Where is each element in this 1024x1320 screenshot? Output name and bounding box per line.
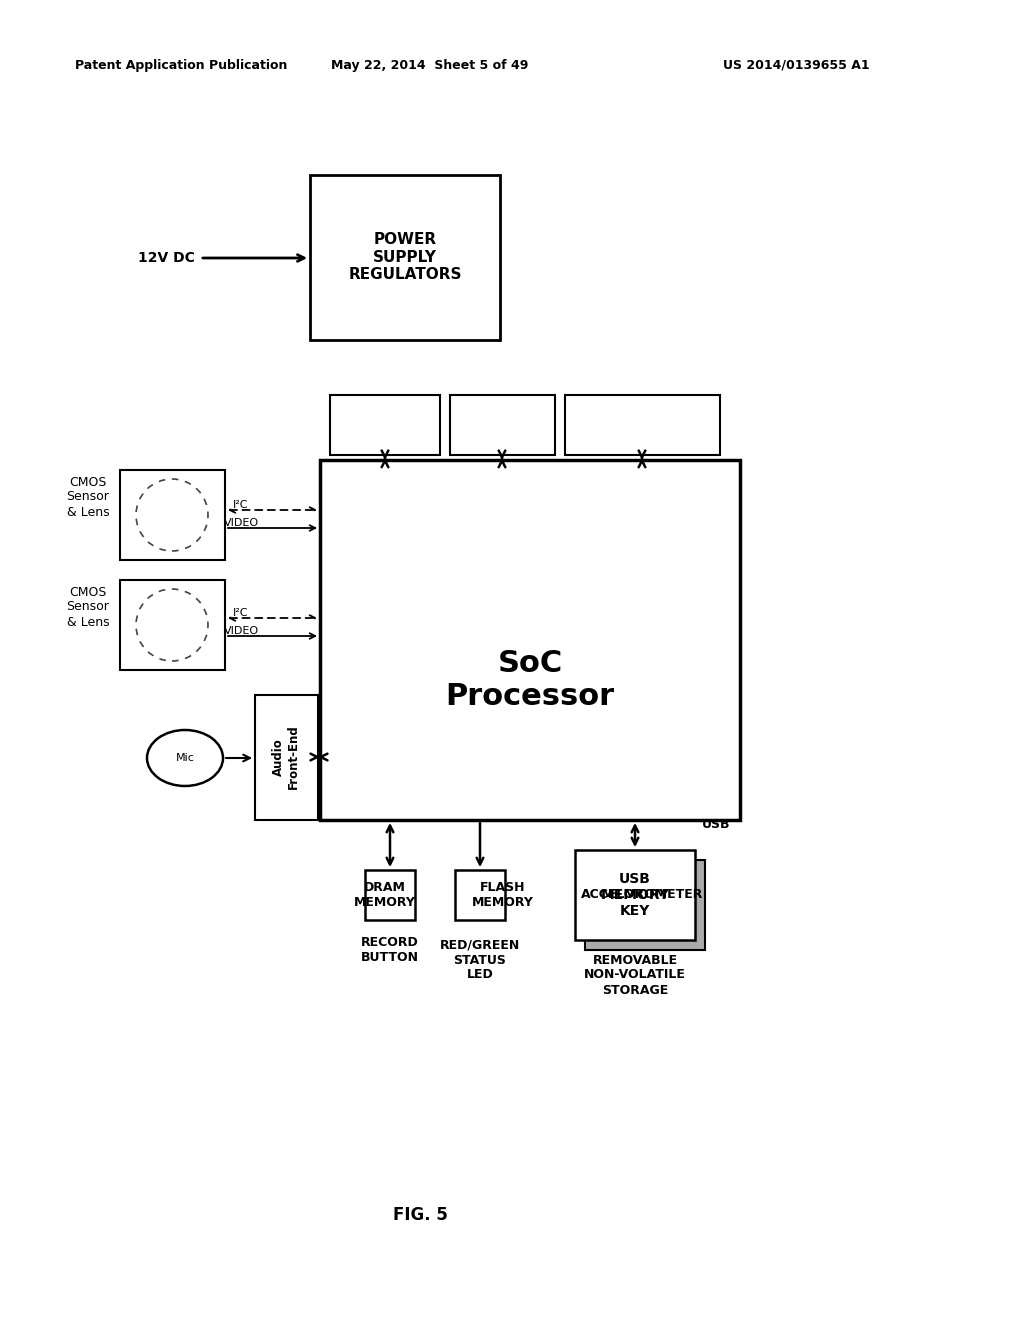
Text: Mic: Mic — [175, 752, 195, 763]
Text: CMOS
Sensor
& Lens: CMOS Sensor & Lens — [67, 475, 110, 519]
Text: I²C: I²C — [233, 500, 249, 510]
Bar — [585, 861, 705, 950]
Text: REMOVABLE
NON-VOLATILE
STORAGE: REMOVABLE NON-VOLATILE STORAGE — [584, 953, 686, 997]
Text: 12V DC: 12V DC — [138, 251, 195, 265]
Text: RED/GREEN
STATUS
LED: RED/GREEN STATUS LED — [440, 939, 520, 982]
Text: Patent Application Publication: Patent Application Publication — [75, 58, 288, 71]
Text: FLASH
MEMORY: FLASH MEMORY — [472, 880, 534, 909]
Bar — [565, 395, 720, 455]
Text: USB
MEMORY
KEY: USB MEMORY KEY — [600, 871, 670, 919]
Text: DRAM
MEMORY: DRAM MEMORY — [354, 880, 416, 909]
Text: Audio
Front-End: Audio Front-End — [272, 725, 300, 789]
Text: RECORD
BUTTON: RECORD BUTTON — [361, 936, 419, 964]
Ellipse shape — [136, 589, 208, 661]
Bar — [120, 470, 225, 560]
Bar — [575, 850, 695, 940]
Bar — [319, 459, 740, 820]
Bar — [450, 395, 555, 455]
Bar — [365, 870, 415, 920]
Bar — [255, 696, 318, 820]
Text: CMOS
Sensor
& Lens: CMOS Sensor & Lens — [67, 586, 110, 628]
Text: SoC
Processor: SoC Processor — [445, 648, 614, 711]
Bar — [120, 579, 225, 671]
Ellipse shape — [136, 479, 208, 550]
Text: VIDEO: VIDEO — [223, 626, 259, 636]
Text: ACCELOROMETER: ACCELOROMETER — [582, 888, 703, 902]
Text: US 2014/0139655 A1: US 2014/0139655 A1 — [723, 58, 870, 71]
Text: POWER
SUPPLY
REGULATORS: POWER SUPPLY REGULATORS — [348, 232, 462, 282]
Bar — [455, 870, 505, 920]
Ellipse shape — [147, 730, 223, 785]
Text: FIG. 5: FIG. 5 — [392, 1206, 447, 1224]
Bar — [310, 176, 500, 341]
Text: USB: USB — [702, 818, 730, 832]
Text: VIDEO: VIDEO — [223, 517, 259, 528]
Text: May 22, 2014  Sheet 5 of 49: May 22, 2014 Sheet 5 of 49 — [332, 58, 528, 71]
Text: I²C: I²C — [233, 609, 249, 618]
Bar — [330, 395, 440, 455]
